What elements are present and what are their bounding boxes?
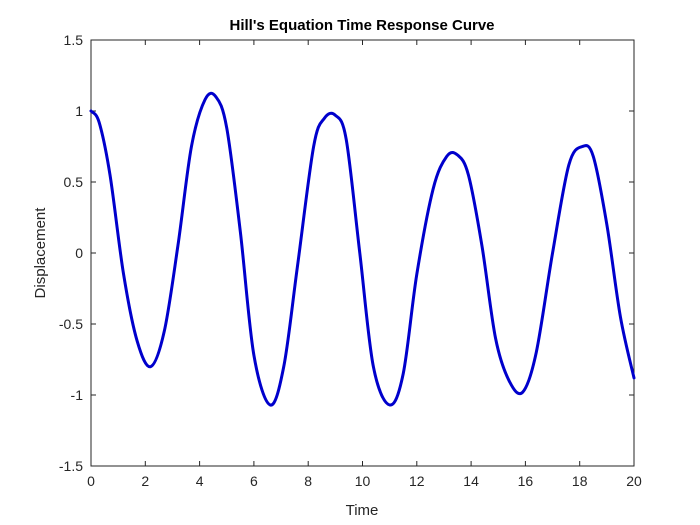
y-tick-label: 0 (75, 245, 83, 261)
y-tick-label: -0.5 (59, 316, 83, 332)
y-tick-label: -1 (71, 387, 84, 403)
x-tick-label: 0 (87, 473, 95, 489)
y-tick-label: 0.5 (64, 174, 84, 190)
y-tick-label: -1.5 (59, 458, 83, 474)
x-tick-label: 18 (572, 473, 588, 489)
series-layer (89, 91, 636, 407)
x-tick-label: 10 (355, 473, 371, 489)
x-tick-label: 20 (626, 473, 642, 489)
ticks-layer: 0 2 4 6 8 10 12 14 16 18 20 1.5 1 0.5 0 -0.5 -1 -1.5 (59, 32, 642, 489)
x-tick-label: 4 (196, 473, 204, 489)
x-tick-label: 14 (463, 473, 479, 489)
y-axis-label: Displacement (32, 207, 49, 299)
y-tick-label: 1.5 (64, 32, 84, 48)
x-tick-label: 6 (250, 473, 258, 489)
y-tick-label: 1 (75, 103, 83, 119)
series-line (89, 91, 636, 407)
x-axis-label: Time (346, 502, 379, 519)
chart-title: Hill's Equation Time Response Curve (229, 17, 494, 34)
x-tick-label: 2 (141, 473, 149, 489)
x-tick-label: 8 (304, 473, 312, 489)
x-tick-label: 16 (518, 473, 534, 489)
x-tick-label: 12 (409, 473, 425, 489)
